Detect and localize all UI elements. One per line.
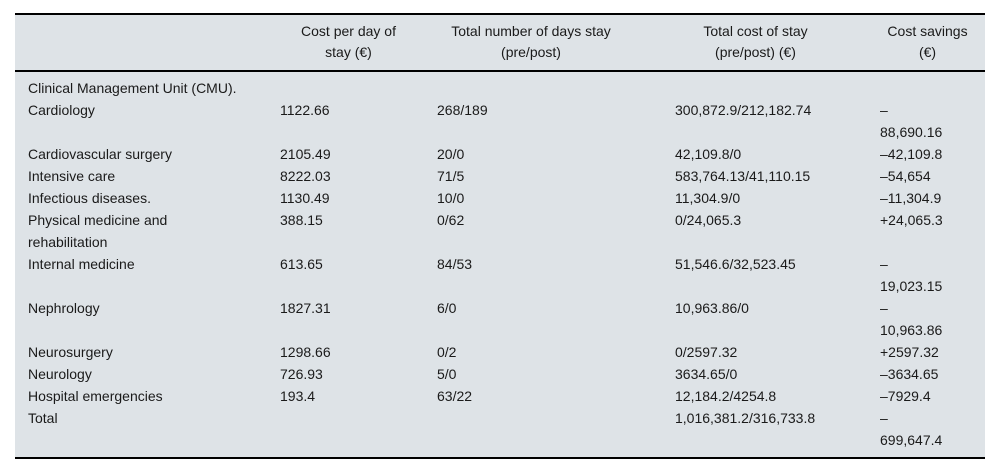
header-cost-per-day: Cost per day of stay (€) (301, 23, 396, 60)
unit-cell: Total (28, 410, 58, 426)
unit-cell: Cardiology (28, 102, 95, 118)
cost-per-day-cell: 613.65 (280, 256, 323, 272)
total-cost-cell: 3634.65/0 (675, 366, 738, 382)
cost-per-day-cell: 1130.49 (280, 190, 330, 206)
days-cell: 5/0 (437, 366, 457, 382)
days-cell: 84/53 (437, 256, 473, 272)
savings-cell: –42,109.8 (880, 146, 943, 162)
days-cell: 20/0 (437, 146, 465, 162)
table-row-total: Total 1,016,381.2/316,733.8 – 699,647.4 (15, 407, 985, 457)
unit-cell: Infectious diseases. (28, 190, 151, 206)
group-label: Clinical Management Unit (CMU). (28, 80, 237, 96)
total-cost-cell: 583,764.13/41,110.15 (675, 168, 811, 184)
cost-table-container: Cost per day of stay (€) Total number of… (15, 13, 985, 459)
unit-cell: Cardiovascular surgery (28, 146, 172, 162)
table-row: Intensive care 8222.03 71/5 583,764.13/4… (15, 165, 985, 187)
savings-cell: – 10,963.86 (880, 300, 943, 338)
table-row: Cardiology 1122.66 268/189 300,872.9/212… (15, 99, 985, 143)
unit-cell: Nephrology (28, 300, 100, 316)
days-cell: 6/0 (437, 300, 457, 316)
table-header: Cost per day of stay (€) Total number of… (15, 15, 985, 71)
cost-per-day-cell: 726.93 (280, 366, 323, 382)
cost-per-day-cell: 1122.66 (280, 102, 330, 118)
unit-cell: Intensive care (28, 168, 116, 184)
header-row: Cost per day of stay (€) Total number of… (15, 15, 985, 71)
unit-cell: Neurosurgery (28, 344, 113, 360)
total-cost-cell: 300,872.9/212,182.74 (675, 102, 812, 118)
total-cost-cell: 11,304.9/0 (675, 190, 741, 206)
total-cost-cell: 0/24,065.3 (675, 212, 742, 228)
days-cell: 71/5 (437, 168, 465, 184)
savings-cell: +2597.32 (880, 344, 939, 360)
table-row: Physical medicine and rehabilitation 388… (15, 209, 985, 253)
cost-per-day-cell: 193.4 (280, 388, 316, 404)
table-row: Neurology 726.93 5/0 3634.65/0 –3634.65 (15, 363, 985, 385)
unit-cell: Neurology (28, 366, 92, 382)
total-cost-cell: 10,963.86/0 (675, 300, 749, 316)
days-cell: 0/2 (437, 344, 457, 360)
total-cost-cell: 0/2597.32 (675, 344, 738, 360)
header-total-cost: Total cost of stay (pre/post) (€) (703, 23, 808, 60)
header-unit (15, 15, 280, 71)
savings-cell: –3634.65 (880, 366, 939, 382)
table-row: Infectious diseases. 1130.49 10/0 11,304… (15, 187, 985, 209)
days-cell: 10/0 (437, 190, 465, 206)
total-cost-cell: 1,016,381.2/316,733.8 (675, 410, 816, 426)
savings-cell: – 88,690.16 (880, 102, 943, 140)
total-cost-cell: 12,184.2/4254.8 (675, 388, 777, 404)
days-cell: 0/62 (437, 212, 465, 228)
savings-cell: –7929.4 (880, 388, 931, 404)
table-row: Internal medicine 613.65 84/53 51,546.6/… (15, 253, 985, 297)
header-days-stay: Total number of days stay (pre/post) (451, 23, 611, 60)
unit-cell: Internal medicine (28, 256, 135, 272)
cost-per-day-cell: 388.15 (280, 212, 323, 228)
table-body: Clinical Management Unit (CMU). Cardiolo… (15, 71, 985, 457)
savings-cell: – 699,647.4 (880, 410, 943, 448)
header-cost-savings: Cost savings (€) (887, 23, 968, 60)
cost-per-day-cell: 2105.49 (280, 146, 331, 162)
cost-table: Cost per day of stay (€) Total number of… (15, 15, 985, 457)
days-cell (437, 407, 675, 457)
savings-cell: – 19,023.15 (880, 256, 943, 294)
table-row: Neurosurgery 1298.66 0/2 0/2597.32 +2597… (15, 341, 985, 363)
savings-cell: –54,654 (880, 168, 931, 184)
savings-cell: –11,304.9 (880, 190, 942, 206)
cost-per-day-cell: 1827.31 (280, 300, 331, 316)
cost-per-day-cell (280, 407, 437, 457)
cost-per-day-cell: 1298.66 (280, 344, 331, 360)
unit-cell: Hospital emergencies (28, 388, 163, 404)
days-cell: 268/189 (437, 102, 488, 118)
table-row: Nephrology 1827.31 6/0 10,963.86/0 – 10,… (15, 297, 985, 341)
total-cost-cell: 51,546.6/32,523.45 (675, 256, 796, 272)
days-cell: 63/22 (437, 388, 473, 404)
table-row: Cardiovascular surgery 2105.49 20/0 42,1… (15, 143, 985, 165)
cost-per-day-cell: 8222.03 (280, 168, 331, 184)
table-row: Hospital emergencies 193.4 63/22 12,184.… (15, 385, 985, 407)
total-cost-cell: 42,109.8/0 (675, 146, 742, 162)
savings-cell: +24,065.3 (880, 212, 943, 228)
group-row: Clinical Management Unit (CMU). (15, 71, 985, 99)
unit-cell: Physical medicine and rehabilitation (28, 212, 168, 250)
